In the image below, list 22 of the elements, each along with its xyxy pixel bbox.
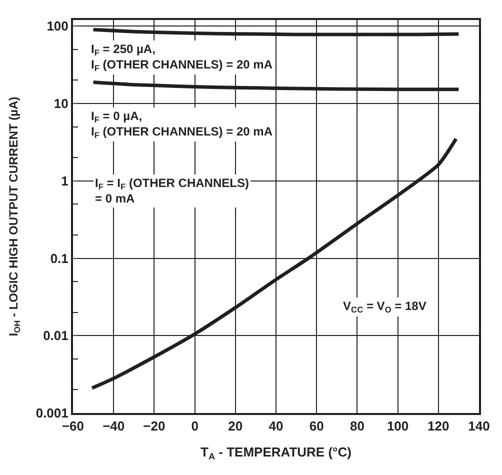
- y-tick-label: 0.001: [36, 406, 68, 421]
- x-tick-label: −60: [62, 418, 84, 434]
- y-tick-label: 0.01: [43, 328, 68, 344]
- x-tick-label: 40: [268, 418, 284, 434]
- y-tick-label: 1: [61, 173, 68, 188]
- annotation: I$_{F}$ = 0 µA, I$_{F}$ (OTHER CHANNELS) = 20 mA: [91, 109, 273, 140]
- y-tick-label: 0.1: [50, 250, 68, 266]
- x-tick-label: 100: [386, 418, 409, 434]
- y-tick-label: 100: [46, 18, 68, 34]
- x-tick-label: 0: [191, 418, 198, 434]
- x-tick-label: 20: [228, 418, 243, 434]
- x-tick-label: 120: [428, 418, 450, 434]
- x-tick-label: 80: [350, 418, 364, 434]
- annotation: I$_{F}$ = 250 µA, I$_{F}$ (OTHER CHANNELS) = 20 mA: [91, 42, 273, 74]
- annotation: I$_{F}$ = I$_{F}$ (OTHER CHANNELS) = 0 mA: [95, 176, 249, 206]
- x-tick-label: −20: [143, 418, 166, 434]
- y-tick-label: 10: [54, 96, 68, 112]
- x-axis-title: T$_{A}$ - TEMPERATURE (°C): [200, 444, 352, 462]
- annotation: V$_{CC}$ = V$_{O}$ = 18V: [343, 299, 426, 315]
- x-tick-label: 140: [468, 418, 490, 434]
- x-tick-label: 60: [309, 418, 324, 434]
- x-tick-label: −40: [102, 418, 125, 434]
